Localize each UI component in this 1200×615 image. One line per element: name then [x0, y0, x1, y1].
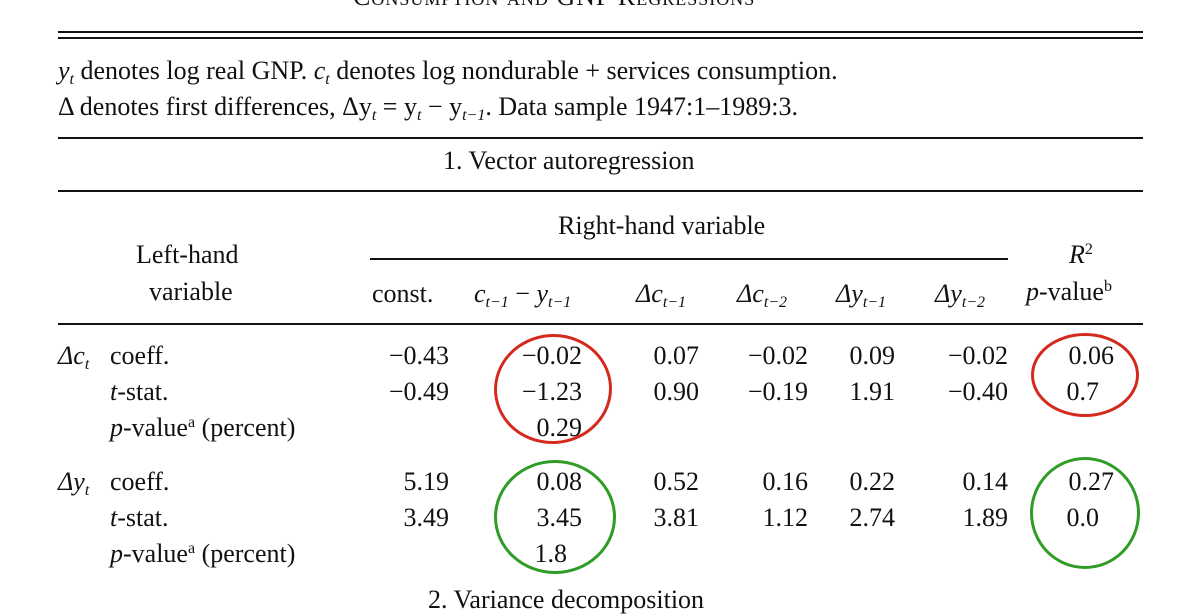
row-dc-var: Δct — [58, 341, 90, 373]
row-dy-var: Δyt — [58, 467, 90, 499]
col-dc-2: Δct−2 — [737, 279, 788, 311]
dy-coeff-dc2: 0.16 — [762, 467, 809, 496]
dc-pvalue-c-minus-y: 0.29 — [536, 413, 583, 442]
col-dy-2: Δyt−2 — [935, 279, 986, 311]
dc-tstat-c-minus-y: −1.23 — [521, 377, 582, 406]
dy-tstat-dy2: 1.89 — [962, 503, 1009, 532]
r2-header: R2 — [1069, 240, 1093, 269]
row-dy-pval-label: p-valuea (percent) — [110, 539, 296, 568]
dy-tstat-dc2: 1.12 — [762, 503, 809, 532]
note-line-2: Δ denotes first differences, Δyt = yt − … — [58, 92, 799, 124]
left-hand-header-1: Left-hand — [136, 240, 239, 269]
dc-tstat-dy2: −0.40 — [947, 377, 1008, 406]
dy-coeff-dc1: 0.52 — [653, 467, 700, 496]
col-dc-1: Δct−1 — [636, 279, 687, 311]
table-title: Consumption and GNP Regressions — [353, 0, 755, 12]
dy-tstat-const: 3.49 — [403, 503, 450, 532]
top-rule-2 — [58, 37, 1143, 39]
col-c-minus-y: ct−1 − yt−1 — [474, 279, 572, 311]
dy-coeff-dy1: 0.22 — [849, 467, 896, 496]
dc-coeff-const: −0.43 — [388, 341, 449, 370]
rule-after-notes — [58, 137, 1143, 139]
dc-tstat-dc1: 0.90 — [653, 377, 700, 406]
section-1-title: 1. Vector autoregression — [443, 146, 695, 175]
dc-tstat-const: −0.49 — [388, 377, 449, 406]
dc-coeff-dy1: 0.09 — [849, 341, 896, 370]
red-circle-c-minus-y — [490, 330, 616, 448]
green-circle-r2 — [1030, 457, 1140, 569]
rule-after-section — [58, 190, 1143, 192]
row-dy-tstat-label: t-stat. — [110, 503, 169, 532]
right-hand-header: Right-hand variable — [558, 211, 766, 240]
rule-after-headers — [58, 323, 1143, 325]
row-dc-coeff-label: coeff. — [110, 341, 170, 370]
dc-tstat-dy1: 1.91 — [849, 377, 896, 406]
section-2-title: 2. Variance decomposition — [428, 585, 705, 614]
dc-coeff-dc2: −0.02 — [747, 341, 808, 370]
pvalue-header: p-valueb — [1026, 277, 1112, 306]
dy-coeff-dy2: 0.14 — [962, 467, 1009, 496]
row-dy-coeff-label: coeff. — [110, 467, 170, 496]
row-dc-pval-label: p-valuea (percent) — [110, 413, 296, 442]
dc-coeff-c-minus-y: −0.02 — [521, 341, 582, 370]
top-rule-1 — [58, 31, 1143, 33]
note-line-1: yt denotes log real GNP. ct denotes log … — [58, 56, 838, 88]
right-hand-rule — [370, 258, 1008, 260]
dy-coeff-const: 5.19 — [403, 467, 450, 496]
left-hand-header-2: variable — [149, 277, 233, 306]
red-circle-r2 — [1031, 333, 1139, 417]
dc-tstat-dc2: −0.19 — [747, 377, 808, 406]
green-circle-c-minus-y — [494, 460, 616, 574]
col-const: const. — [372, 279, 434, 308]
col-dy-1: Δyt−1 — [836, 279, 887, 311]
row-dc-tstat-label: t-stat. — [110, 377, 169, 406]
dc-coeff-dc1: 0.07 — [653, 341, 700, 370]
dy-tstat-dy1: 2.74 — [849, 503, 896, 532]
dy-tstat-dc1: 3.81 — [653, 503, 700, 532]
dc-coeff-dy2: −0.02 — [947, 341, 1008, 370]
